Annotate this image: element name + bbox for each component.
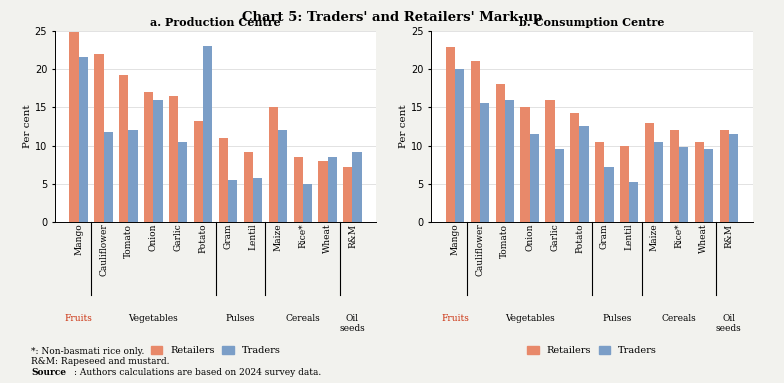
Bar [595, 142, 604, 222]
Text: Pulses: Pulses [226, 314, 255, 323]
Legend: Retailers, Traders: Retailers, Traders [151, 346, 281, 355]
Text: Vegetables: Vegetables [505, 314, 554, 323]
Bar [303, 184, 312, 222]
Text: : Authors calculations are based on 2024 survey data.: : Authors calculations are based on 2024… [74, 368, 321, 377]
Bar [228, 180, 238, 222]
Bar [103, 132, 113, 222]
Text: Fruits: Fruits [65, 314, 93, 323]
Bar [253, 178, 262, 222]
Bar [446, 47, 455, 222]
Bar [244, 152, 253, 222]
Bar [144, 92, 154, 222]
Bar [530, 134, 539, 222]
Bar [505, 100, 514, 222]
Text: Oil
seeds: Oil seeds [339, 314, 365, 334]
Bar [645, 123, 654, 222]
Text: R&M: Rapeseed and mustard.: R&M: Rapeseed and mustard. [31, 357, 170, 366]
Bar [670, 130, 679, 222]
Text: Vegetables: Vegetables [129, 314, 178, 323]
Bar [219, 138, 228, 222]
Bar [695, 142, 704, 222]
Bar [169, 96, 178, 222]
Bar [293, 157, 303, 222]
Bar [178, 142, 187, 222]
Text: *: Non-basmati rice only.: *: Non-basmati rice only. [31, 347, 145, 355]
Bar [729, 134, 738, 222]
Bar [278, 130, 287, 222]
Title: b. Consumption Centre: b. Consumption Centre [519, 18, 665, 28]
Bar [78, 57, 88, 222]
Bar [343, 167, 353, 222]
Bar [480, 103, 489, 222]
Y-axis label: Per cent: Per cent [399, 105, 408, 148]
Y-axis label: Per cent: Per cent [23, 105, 32, 148]
Bar [720, 130, 729, 222]
Bar [154, 100, 162, 222]
Bar [203, 46, 212, 222]
Bar [119, 75, 129, 222]
Text: Cereals: Cereals [285, 314, 320, 323]
Bar [94, 54, 103, 222]
Bar [318, 161, 328, 222]
Bar [679, 147, 688, 222]
Bar [554, 149, 564, 222]
Bar [70, 32, 78, 222]
Bar [495, 84, 505, 222]
Bar [546, 100, 554, 222]
Bar [604, 167, 614, 222]
Bar [654, 142, 663, 222]
Text: Source: Source [31, 368, 67, 377]
Title: a. Production Centre: a. Production Centre [151, 18, 281, 28]
Bar [570, 113, 579, 222]
Bar [194, 121, 203, 222]
Bar [129, 130, 138, 222]
Text: Chart 5: Traders' and Retailers' Mark-up: Chart 5: Traders' and Retailers' Mark-up [241, 11, 543, 25]
Bar [455, 69, 464, 222]
Bar [353, 152, 361, 222]
Bar [470, 61, 480, 222]
Text: Oil
seeds: Oil seeds [716, 314, 742, 334]
Text: Pulses: Pulses [602, 314, 631, 323]
Bar [630, 182, 638, 222]
Bar [620, 146, 630, 222]
Bar [521, 107, 530, 222]
Bar [269, 107, 278, 222]
Bar [704, 149, 713, 222]
Legend: Retailers, Traders: Retailers, Traders [527, 346, 657, 355]
Text: Fruits: Fruits [441, 314, 469, 323]
Bar [328, 157, 337, 222]
Bar [579, 126, 589, 222]
Text: Cereals: Cereals [662, 314, 696, 323]
